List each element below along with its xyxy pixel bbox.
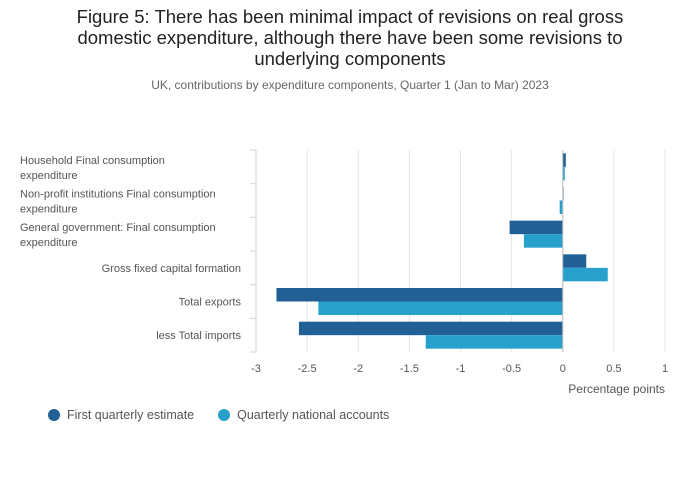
legend-label-first-estimate: First quarterly estimate [67, 408, 195, 422]
bar-first-estimate-2 [509, 220, 563, 235]
bar-quarterly-accounts-4 [318, 301, 563, 315]
category-label-2-line-1: expenditure [20, 237, 78, 249]
bar-quarterly-accounts-5 [425, 335, 563, 349]
x-tick-label-6: 0 [560, 363, 566, 375]
category-label-1-line-0: Non-profit institutions Final consumptio… [20, 189, 216, 201]
x-tick-label-5: -0.5 [502, 363, 521, 375]
x-tick-label-8: 1 [662, 363, 668, 375]
category-label-4: Total exports [179, 297, 242, 309]
category-label-5: less Total imports [156, 330, 241, 342]
legend-item-first-estimate[interactable]: First quarterly estimate [48, 408, 194, 422]
bar-quarterly-accounts-2 [523, 234, 563, 248]
bar-first-estimate-3 [562, 254, 587, 268]
bar-quarterly-accounts-0 [562, 166, 565, 181]
x-tick-label-7: 0.5 [606, 363, 621, 375]
legend-label-quarterly-accounts: Quarterly national accounts [237, 408, 390, 422]
category-label-0-line-0: Household Final consumption [20, 155, 165, 167]
bar-first-estimate-4 [276, 288, 563, 302]
x-tick-label-4: -1 [456, 363, 466, 375]
legend-marker-quarterly-accounts [218, 409, 231, 421]
category-label-3: Gross fixed capital formation [102, 263, 241, 275]
x-tick-label-3: -1.5 [400, 363, 419, 375]
chart-title-line-2: domestic expenditure, although there hav… [77, 27, 623, 48]
chart-title-line-1: Figure 5: There has been minimal impact … [76, 6, 624, 27]
category-label-0-line-1: expenditure [20, 170, 78, 182]
chart-title-line-3: underlying components [254, 48, 446, 69]
category-label-2-line-0: General government: Final consumption [20, 222, 216, 234]
legend-marker-first-estimate [48, 409, 60, 421]
x-tick-label-0: -3 [251, 363, 261, 375]
bar-first-estimate-0 [562, 153, 566, 167]
bar-quarterly-accounts-3 [562, 267, 608, 282]
legend: First quarterly estimate Quarterly natio… [48, 408, 389, 422]
legend-item-quarterly-accounts[interactable]: Quarterly national accounts [218, 408, 389, 422]
chart-subtitle: UK, contributions by expenditure compone… [151, 78, 549, 92]
bar-first-estimate-5 [298, 321, 563, 336]
chart-title: Figure 5: There has been minimal impact … [0, 6, 700, 69]
x-tick-label-2: -2 [353, 363, 363, 375]
category-label-1-line-1: expenditure [20, 204, 78, 216]
bar-quarterly-accounts-1 [559, 200, 563, 214]
x-axis-label: Percentage points [568, 382, 665, 396]
x-tick-label-1: -2.5 [298, 363, 317, 375]
